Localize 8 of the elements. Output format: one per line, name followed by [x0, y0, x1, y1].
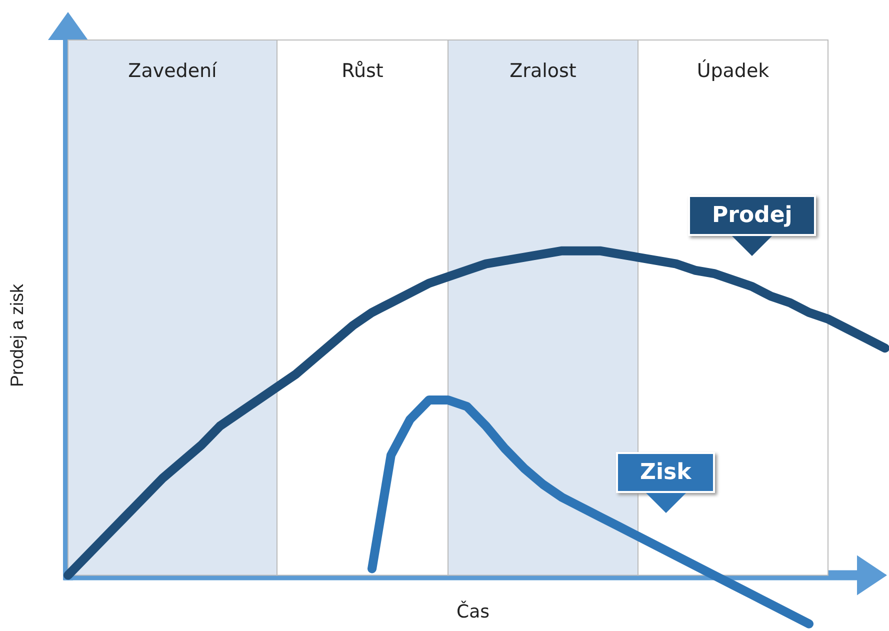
text: Zralost	[510, 60, 576, 82]
text: Prodej	[688, 195, 816, 236]
text: Růst	[342, 60, 384, 82]
x-axis-title: Čas	[456, 600, 490, 622]
text: Úpadek	[696, 59, 770, 82]
text: Zisk	[616, 452, 716, 493]
y-axis-title: Prodej a zisk	[7, 282, 27, 388]
text: Zavedení	[128, 60, 218, 82]
